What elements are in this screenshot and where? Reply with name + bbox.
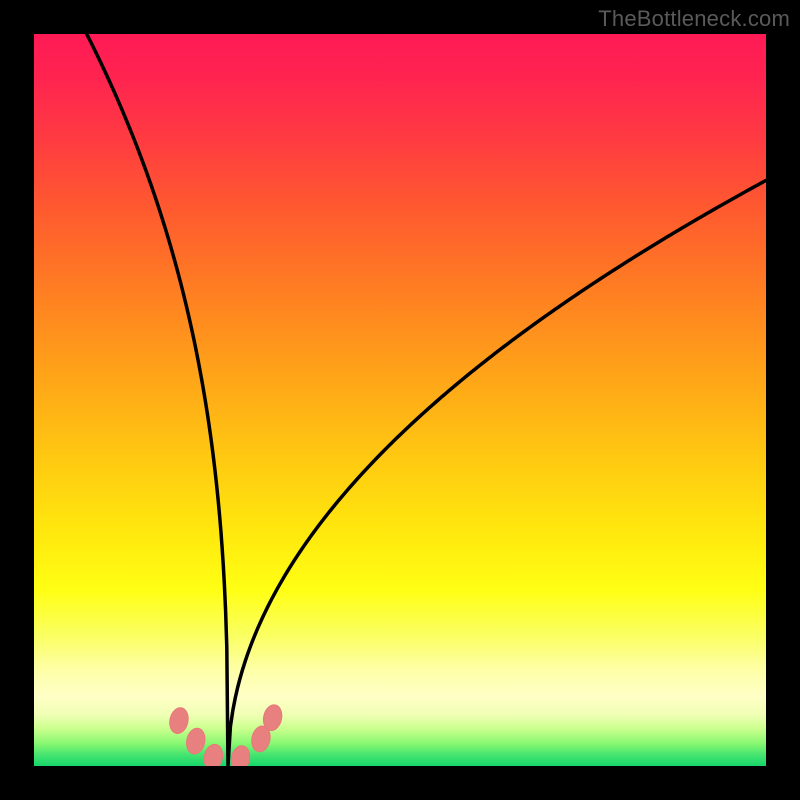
watermark-text: TheBottleneck.com: [598, 6, 790, 32]
chart-plot-area: [34, 34, 766, 766]
chart-svg: [34, 34, 766, 766]
chart-background: [34, 34, 766, 766]
chart-container: TheBottleneck.com: [0, 0, 800, 800]
